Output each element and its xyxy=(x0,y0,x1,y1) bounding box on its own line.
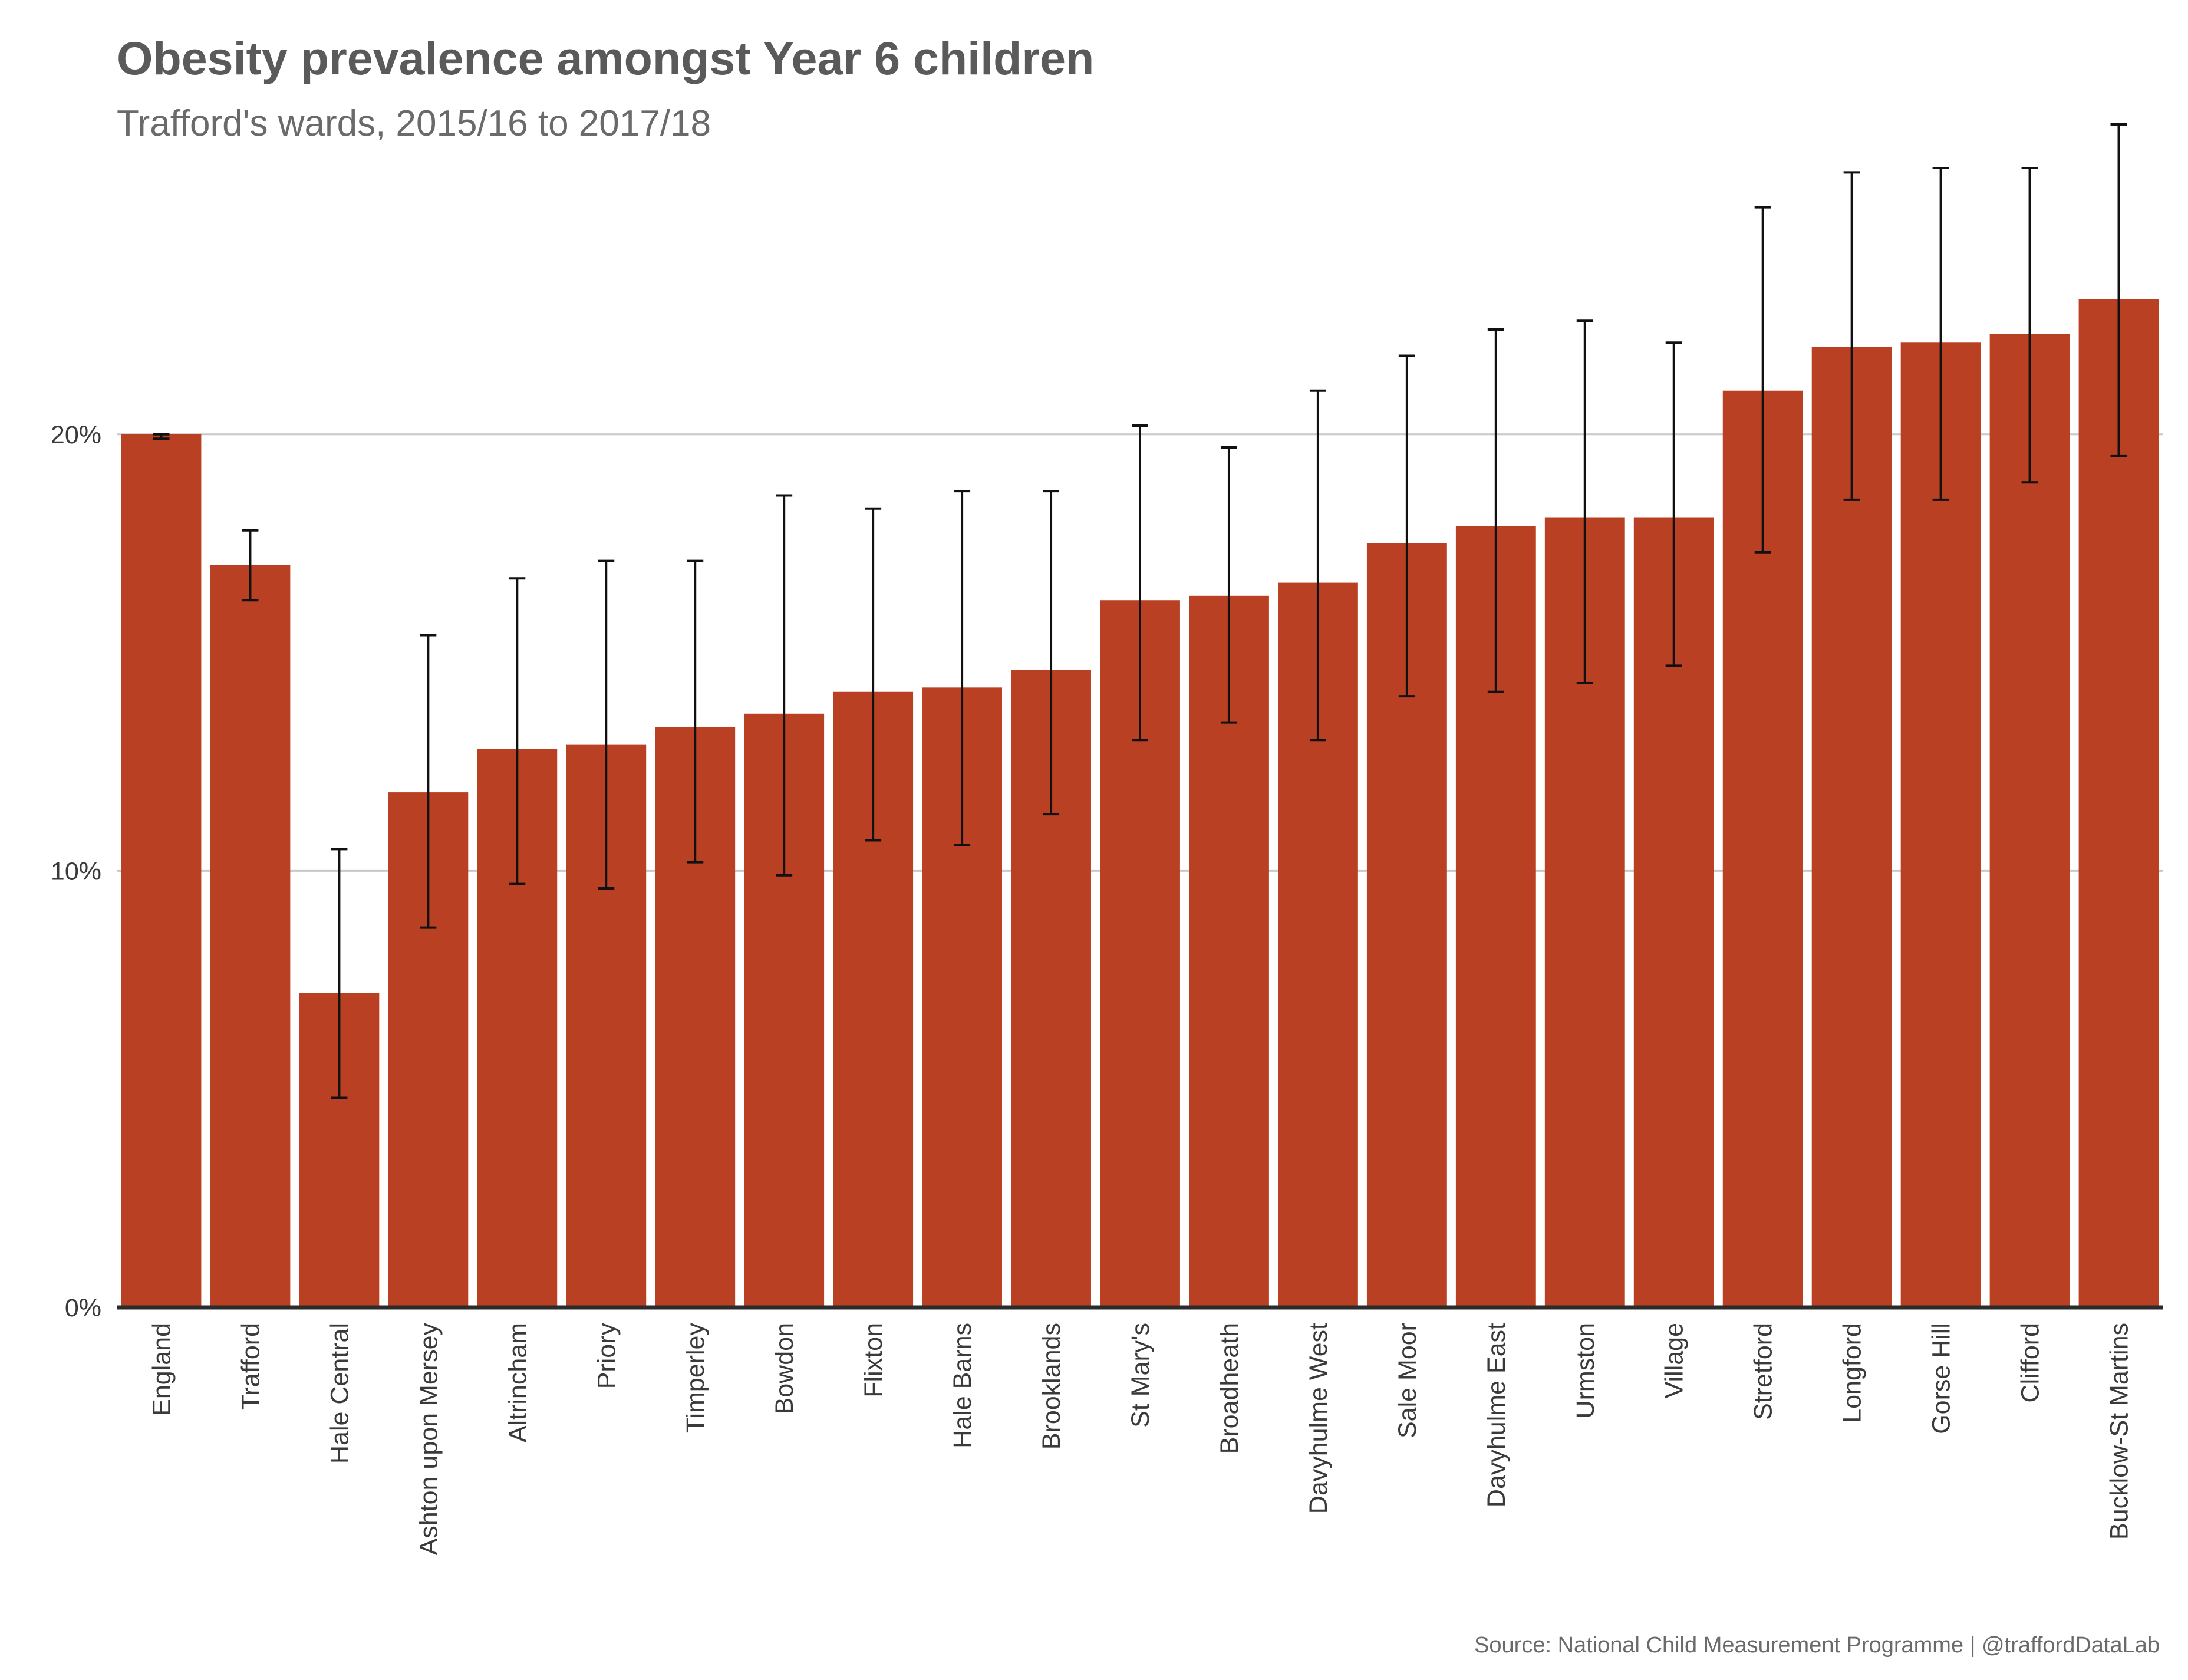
x-tick-label: Stretford xyxy=(1749,1323,1778,1420)
x-tick-label: England xyxy=(147,1323,176,1416)
bar xyxy=(1989,334,2070,1307)
bar xyxy=(210,565,291,1307)
error-bar xyxy=(1665,341,1682,667)
x-tick-label: Davyhulme East xyxy=(1482,1323,1511,1507)
x-tick-label: Bucklow-St Martins xyxy=(2105,1323,2134,1540)
x-tick-label: St Mary's xyxy=(1126,1323,1155,1428)
error-bar xyxy=(1843,171,1860,501)
x-tick-label: Flixton xyxy=(859,1323,888,1398)
bar xyxy=(2078,299,2159,1307)
x-tick-label: Altrincham xyxy=(503,1323,532,1442)
error-bar xyxy=(776,494,793,877)
y-tick-label: 20% xyxy=(51,421,101,449)
x-tick-label: Clifford xyxy=(2016,1323,2045,1402)
error-bar xyxy=(1754,206,1771,554)
x-tick-label: Urmston xyxy=(1571,1323,1600,1418)
bar xyxy=(1900,342,1981,1307)
error-bar xyxy=(1932,167,1949,501)
x-tick-label: Sale Moor xyxy=(1393,1323,1422,1438)
error-bar xyxy=(242,529,259,602)
error-bar xyxy=(420,634,437,929)
error-bar xyxy=(1576,319,1593,684)
x-tick-label: Village xyxy=(1660,1323,1689,1398)
error-bar xyxy=(1132,424,1148,742)
x-tick-label: Trafford xyxy=(236,1323,265,1410)
chart-title: Obesity prevalence amongst Year 6 childr… xyxy=(117,32,1094,84)
error-bar xyxy=(954,490,971,846)
x-tick-label: Broadheath xyxy=(1215,1323,1244,1454)
error-bar xyxy=(687,559,704,864)
x-tick-label: Gorse Hill xyxy=(1927,1323,1956,1434)
error-bar xyxy=(153,433,170,440)
error-bar xyxy=(2110,123,2127,457)
x-tick-labels: England Trafford Hale Central Ashton upon M… xyxy=(147,1323,2133,1556)
error-bar xyxy=(1398,354,1415,698)
x-tick-label: Davyhulme West xyxy=(1304,1323,1333,1514)
y-tick-label: 10% xyxy=(51,857,101,885)
chart-subtitle: Trafford's wards, 2015/16 to 2017/18 xyxy=(117,103,711,144)
error-bar xyxy=(1487,328,1504,693)
error-bar xyxy=(1220,446,1237,724)
error-bar xyxy=(2021,167,2038,484)
y-tick-labels: 0% 10% 20% xyxy=(51,421,101,1322)
x-tick-label: Ashton upon Mersey xyxy=(414,1323,443,1556)
error-bars xyxy=(153,123,2127,1099)
chart-caption: Source: National Child Measurement Progr… xyxy=(1474,1633,2160,1658)
x-tick-label: Priory xyxy=(592,1323,621,1389)
y-tick-label: 0% xyxy=(65,1294,101,1322)
error-bar xyxy=(1043,490,1060,816)
error-bar xyxy=(331,848,348,1099)
x-tick-label: Timperley xyxy=(681,1323,710,1434)
error-bar xyxy=(1309,389,1326,742)
x-tick-label: Brooklands xyxy=(1037,1323,1066,1450)
x-tick-label: Longford xyxy=(1838,1323,1867,1423)
error-bar xyxy=(865,507,882,842)
bar xyxy=(121,434,202,1307)
error-bar xyxy=(509,577,526,885)
x-tick-label: Bowdon xyxy=(770,1323,799,1414)
error-bar xyxy=(598,559,615,890)
bar xyxy=(1811,347,1892,1307)
x-tick-label: Hale Central xyxy=(325,1323,354,1464)
x-tick-label: Hale Barns xyxy=(948,1323,977,1448)
